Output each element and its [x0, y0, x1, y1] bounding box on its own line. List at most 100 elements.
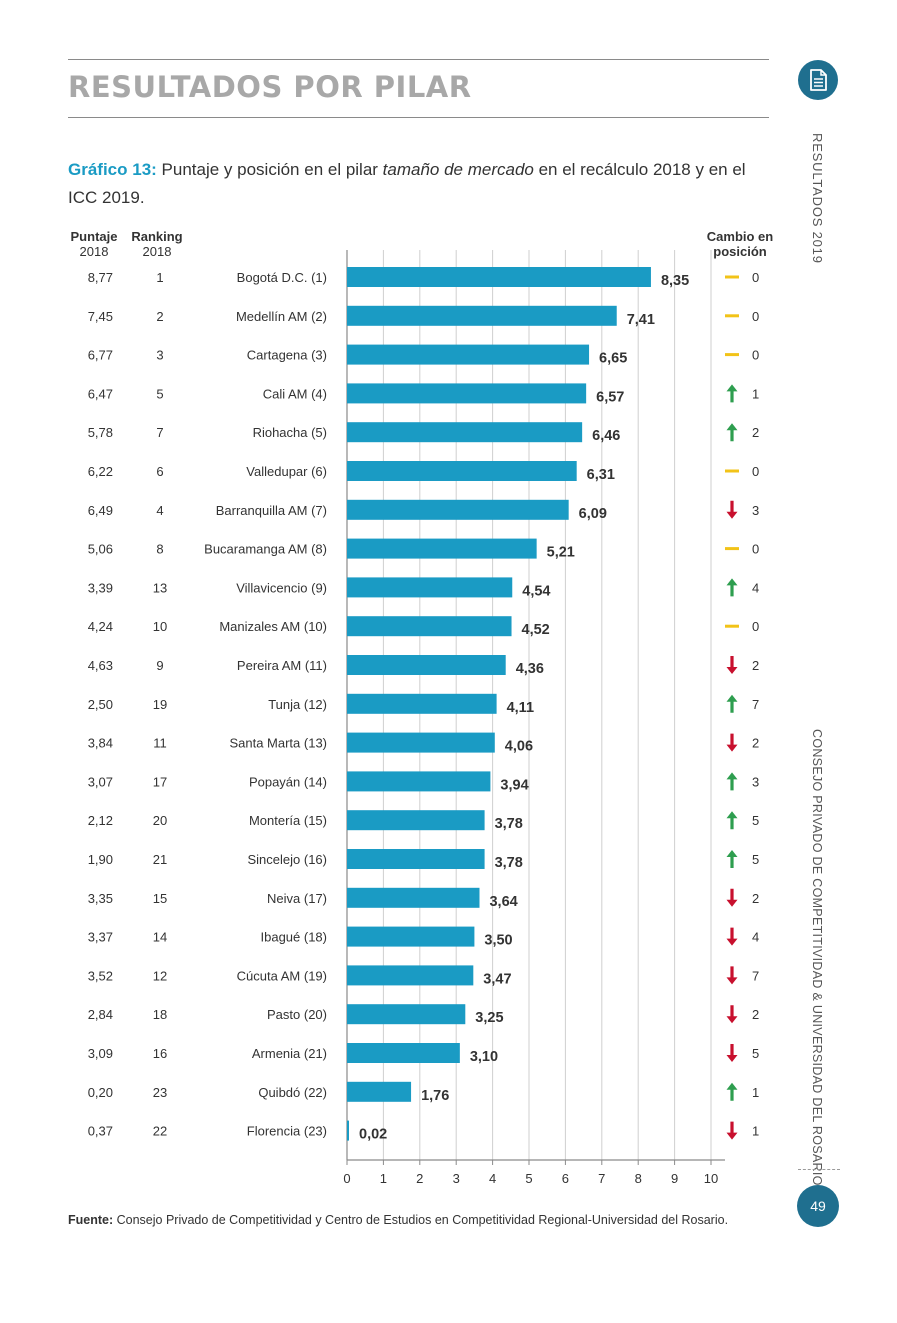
source-text: Consejo Privado de Competitividad y Cent…	[113, 1213, 729, 1227]
score-2018-value: 6,22	[88, 464, 113, 479]
category-label: Bogotá D.C. (1)	[237, 270, 327, 285]
category-label: Pasto (20)	[267, 1007, 327, 1022]
data-label: 4,11	[507, 700, 534, 716]
bar	[347, 1081, 412, 1102]
top-rule	[68, 59, 769, 60]
x-tick-label: 3	[453, 1171, 460, 1186]
rank-2018-value: 6	[156, 464, 163, 479]
score-2018-value: 6,47	[88, 386, 113, 401]
data-label: 3,78	[495, 855, 523, 871]
category-label: Tunja (12)	[268, 697, 327, 712]
category-label: Cartagena (3)	[247, 348, 327, 363]
bar	[347, 383, 587, 404]
rank-header-label: Ranking	[131, 229, 183, 244]
data-label: 7,41	[627, 312, 655, 328]
rank-2018-value: 19	[153, 697, 167, 712]
bar	[347, 810, 485, 831]
score-2018-header: Puntaje 2018	[64, 229, 124, 259]
arrow-down-icon	[726, 1005, 738, 1024]
change-amount: 7	[752, 697, 759, 712]
data-label: 6,57	[596, 389, 624, 405]
score-2018-value: 0,20	[88, 1085, 113, 1100]
bar	[347, 1004, 466, 1025]
arrow-down-icon	[726, 1121, 738, 1140]
bar	[347, 887, 480, 908]
arrow-up-icon	[726, 384, 738, 403]
rank-2018-value: 2	[156, 309, 163, 324]
title-rule	[68, 117, 769, 118]
rank-2018-value: 21	[153, 852, 167, 867]
change-header-line2: posición	[713, 244, 767, 259]
rank-2018-value: 22	[153, 1124, 167, 1139]
rank-2018-value: 3	[156, 348, 163, 363]
bar	[347, 1120, 349, 1141]
data-label: 6,09	[579, 506, 607, 522]
data-label: 4,06	[505, 739, 533, 755]
score-header-year: 2018	[79, 244, 109, 259]
bar	[347, 1043, 460, 1063]
score-2018-value: 3,52	[88, 968, 113, 983]
rank-2018-header: Ranking 2018	[126, 229, 188, 259]
bar	[347, 305, 617, 326]
data-label: 8,35	[661, 273, 689, 289]
source-note: Fuente: Consejo Privado de Competitivida…	[68, 1213, 728, 1227]
x-tick-label: 2	[416, 1171, 423, 1186]
bar	[347, 422, 583, 443]
change-amount: 0	[752, 619, 759, 634]
arrow-up-icon	[726, 694, 738, 713]
score-2018-value: 3,09	[88, 1046, 113, 1061]
score-2018-value: 5,06	[88, 542, 113, 557]
data-label: 3,47	[483, 971, 511, 987]
bar	[347, 538, 537, 559]
category-label: Sincelejo (16)	[248, 852, 328, 867]
change-amount: 0	[752, 270, 759, 285]
data-label: 1,76	[421, 1088, 449, 1104]
rank-2018-value: 18	[153, 1007, 167, 1022]
document-icon	[798, 60, 838, 100]
bar	[347, 965, 474, 986]
category-label: Barranquilla AM (7)	[216, 503, 327, 518]
bar	[347, 771, 491, 792]
change-amount: 3	[752, 503, 759, 518]
side-section-label: RESULTADOS 2019	[810, 133, 825, 264]
bar	[347, 344, 590, 365]
category-label: Cali AM (4)	[263, 386, 327, 401]
data-label: 6,65	[599, 351, 627, 367]
bar	[347, 499, 569, 520]
change-amount: 0	[752, 348, 759, 363]
category-label: Quibdó (22)	[258, 1085, 327, 1100]
score-2018-value: 1,90	[88, 852, 113, 867]
rank-2018-value: 14	[153, 930, 167, 945]
bar	[347, 926, 475, 947]
rank-2018-value: 11	[153, 736, 167, 751]
x-tick-label: 8	[635, 1171, 642, 1186]
score-2018-value: 3,39	[88, 580, 113, 595]
side-publisher-label: CONSEJO PRIVADO DE COMPETITIVIDAD & UNIV…	[810, 729, 824, 1186]
rank-2018-value: 9	[156, 658, 163, 673]
score-2018-value: 0,37	[88, 1124, 113, 1139]
category-label: Santa Marta (13)	[229, 736, 327, 751]
arrow-up-icon	[726, 578, 738, 597]
change-amount: 0	[752, 542, 759, 557]
x-tick-label: 0	[343, 1171, 350, 1186]
category-label: Armenia (21)	[252, 1046, 327, 1061]
arrow-down-icon	[726, 500, 738, 519]
data-label: 6,46	[592, 428, 620, 444]
data-label: 0,02	[359, 1127, 387, 1143]
page-number: 49	[797, 1185, 839, 1227]
arrow-down-icon	[726, 656, 738, 674]
change-amount: 1	[752, 386, 759, 401]
change-amount: 2	[752, 425, 759, 440]
data-label: 3,10	[470, 1049, 498, 1065]
data-label: 4,52	[522, 622, 550, 638]
bar	[347, 577, 513, 598]
page-title: RESULTADOS POR PILAR	[68, 70, 472, 104]
change-amount: 3	[752, 774, 759, 789]
bar	[347, 693, 497, 714]
bar	[347, 461, 577, 481]
rank-2018-value: 7	[156, 425, 163, 440]
bar-chart: 0 1 2 3 4 5 6 7 8 9 108,77 1 Bogotá D.C. (1) 8,35 07,4…	[88, 250, 759, 1186]
change-amount: 1	[752, 1085, 759, 1100]
data-label: 3,25	[475, 1010, 503, 1026]
category-label: Medellín AM (2)	[236, 309, 327, 324]
